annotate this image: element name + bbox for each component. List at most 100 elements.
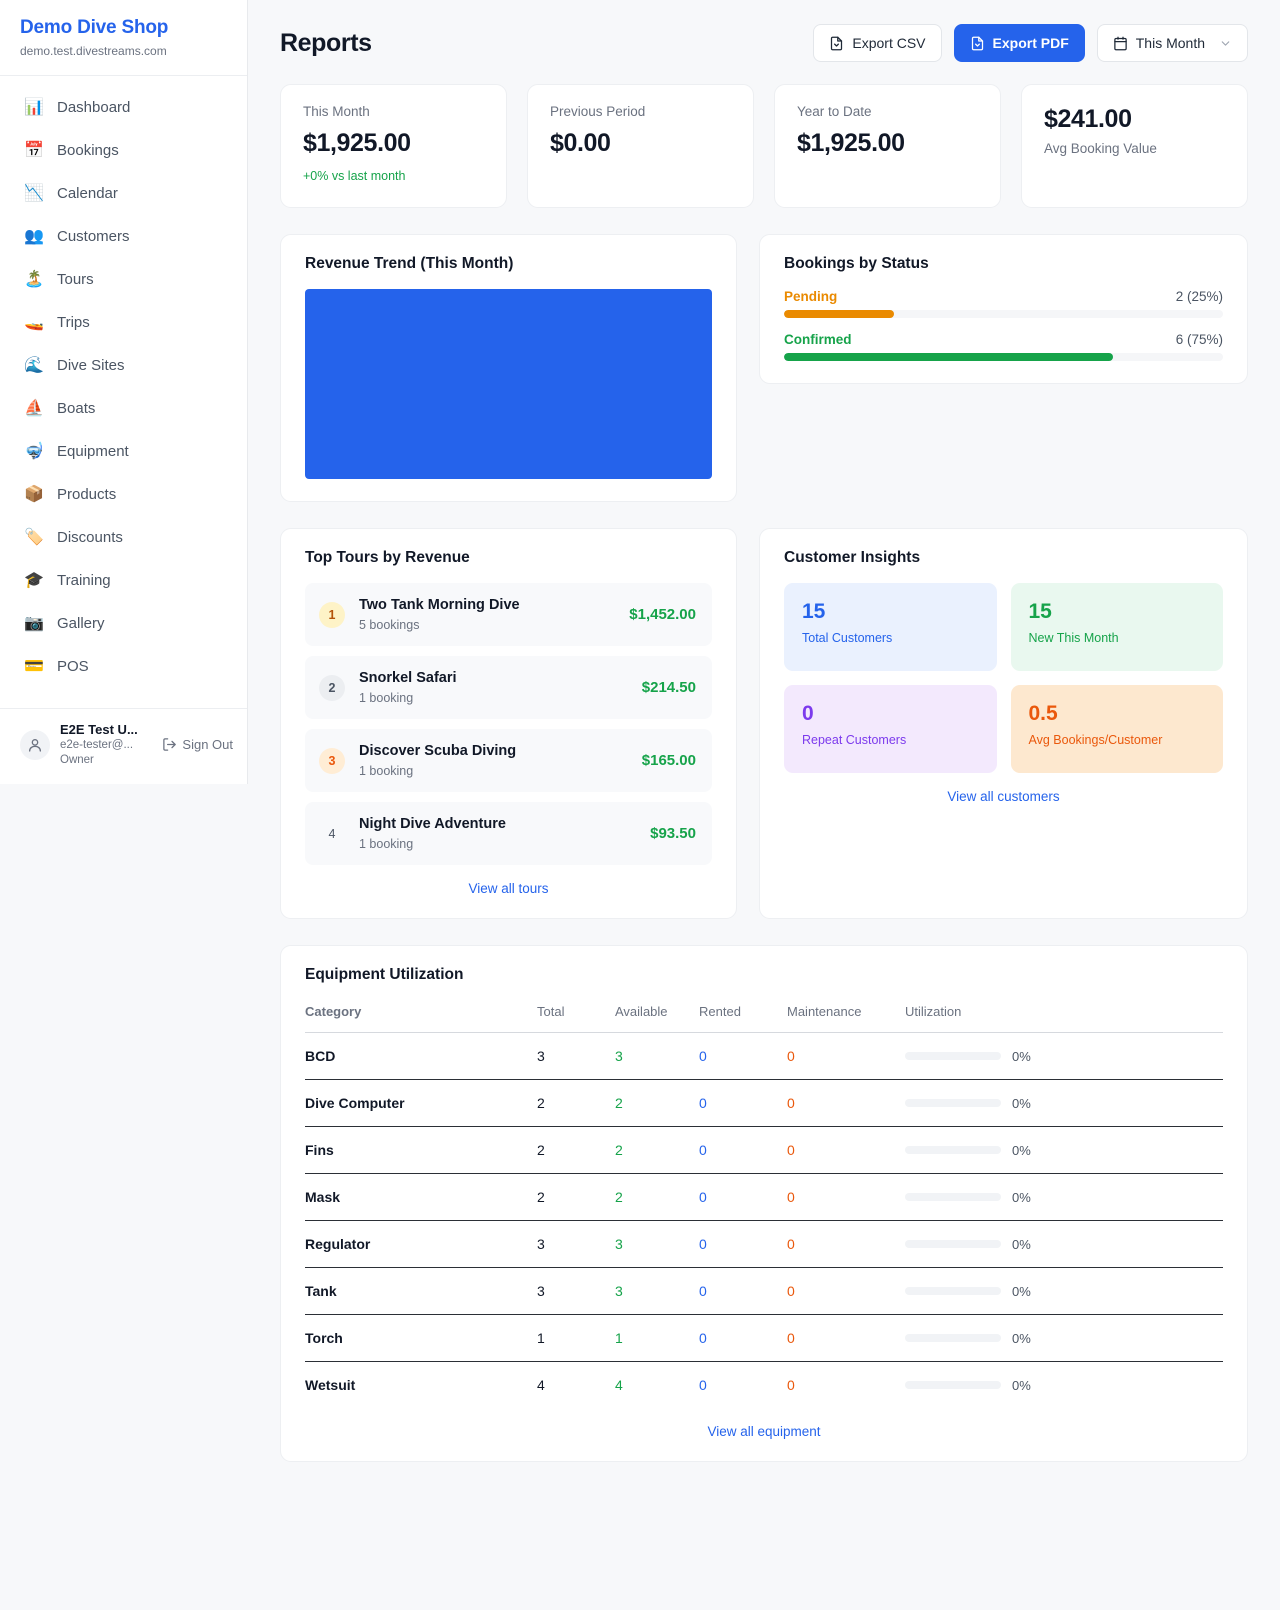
equipment-rented: 0 bbox=[699, 1032, 787, 1080]
sidebar-item-bookings[interactable]: 📅 Bookings bbox=[0, 129, 247, 172]
chevron-down-icon bbox=[1219, 37, 1232, 50]
utilization-track bbox=[905, 1240, 1001, 1248]
sidebar-item-products[interactable]: 📦 Products bbox=[0, 473, 247, 516]
charts-row: Revenue Trend (This Month) Bookings by S… bbox=[280, 234, 1248, 502]
customer-insights-title: Customer Insights bbox=[784, 549, 921, 566]
view-all-customers-link[interactable]: View all customers bbox=[947, 789, 1060, 804]
top-tours-title: Top Tours by Revenue bbox=[305, 549, 470, 566]
sidebar-item-label: Dive Sites bbox=[57, 357, 125, 374]
sidebar-item-equipment[interactable]: 🤿 Equipment bbox=[0, 430, 247, 473]
equipment-category: BCD bbox=[305, 1032, 537, 1080]
table-row: Regulator 3 3 0 0 0% bbox=[305, 1220, 1223, 1268]
main-content: Reports Export CSV E bbox=[248, 0, 1280, 1610]
table-row: Wetsuit 4 4 0 0 0% bbox=[305, 1362, 1223, 1409]
user-meta: E2E Test U... e2e-tester@... Owner bbox=[60, 721, 152, 768]
equipment-category: Wetsuit bbox=[305, 1377, 356, 1393]
sidebar: Demo Dive Shop demo.test.divestreams.com… bbox=[0, 0, 248, 784]
brand-block[interactable]: Demo Dive Shop demo.test.divestreams.com bbox=[0, 0, 247, 76]
equipment-rented: 0 bbox=[699, 1079, 787, 1127]
tour-row[interactable]: 3 Discover Scuba Diving 1 booking $165.00 bbox=[305, 729, 712, 792]
tour-row[interactable]: 1 Two Tank Morning Dive 5 bookings $1,452.0… bbox=[305, 583, 712, 646]
user-role: Owner bbox=[60, 754, 94, 766]
status-list: Pending 2 (25%) Confirmed 6 (75%) bbox=[784, 289, 1223, 361]
insight-value: 0.5 bbox=[1028, 702, 1058, 725]
status-name: Pending bbox=[784, 289, 838, 304]
avg-booking-value-card: $241.00 Avg Booking Value bbox=[1021, 84, 1248, 208]
equipment-rented: 0 bbox=[699, 1220, 787, 1268]
column-header: Total bbox=[537, 1000, 615, 1033]
calendar-icon: 📉 bbox=[24, 184, 44, 202]
sidebar-item-discounts[interactable]: 🏷️ Discounts bbox=[0, 516, 247, 559]
export-csv-label: Export CSV bbox=[852, 35, 926, 51]
customer-insights-panel: Customer Insights 15 Total Customers 15 New… bbox=[759, 528, 1248, 919]
equipment-total: 2 bbox=[537, 1126, 615, 1174]
sidebar-item-dashboard[interactable]: 📊 Dashboard bbox=[0, 86, 247, 129]
tour-row[interactable]: 4 Night Dive Adventure 1 booking $93.50 bbox=[305, 802, 712, 865]
column-header: Rented bbox=[699, 1000, 787, 1033]
utilization-track bbox=[905, 1334, 1001, 1342]
tag-icon: 🏷️ bbox=[24, 528, 44, 546]
calendar-icon bbox=[1113, 36, 1128, 51]
view-all-tours-link[interactable]: View all tours bbox=[468, 881, 549, 896]
sidebar-item-trips[interactable]: 🚤 Trips bbox=[0, 301, 247, 344]
kpi-label: Previous Period bbox=[550, 104, 646, 119]
tour-rank-badge: 1 bbox=[319, 601, 345, 628]
sidebar-item-pos[interactable]: 💳 POS bbox=[0, 645, 247, 688]
sidebar-item-boats[interactable]: ⛵ Boats bbox=[0, 387, 247, 430]
speedboat-icon: 🚤 bbox=[24, 313, 44, 331]
header-actions: Export CSV Export PDF bbox=[813, 24, 1248, 62]
top-tours-list: 1 Two Tank Morning Dive 5 bookings $1,452.0… bbox=[305, 583, 712, 865]
sidebar-item-tours[interactable]: 🏝️ Tours bbox=[0, 258, 247, 301]
status-count: 2 (25%) bbox=[1175, 289, 1223, 304]
equipment-rented: 0 bbox=[699, 1126, 787, 1174]
table-body: BCD 3 3 0 0 0% Dive Computer 2 2 0 0 0% Fins 2 2 0 0 0% Ma… bbox=[305, 1032, 1223, 1409]
export-csv-button[interactable]: Export CSV bbox=[813, 24, 942, 62]
status-progress-fill bbox=[784, 310, 894, 318]
equipment-maintenance: 0 bbox=[787, 1267, 905, 1315]
date-range-label: This Month bbox=[1135, 35, 1205, 51]
equipment-category: Fins bbox=[305, 1126, 537, 1174]
tour-row[interactable]: 2 Snorkel Safari 1 booking $214.50 bbox=[305, 656, 712, 719]
equipment-total: 2 bbox=[537, 1079, 615, 1127]
column-header: Available bbox=[615, 1000, 699, 1033]
sidebar-item-gallery[interactable]: 📷 Gallery bbox=[0, 602, 247, 645]
insight-value: 15 bbox=[802, 600, 826, 623]
sidebar-item-dive-sites[interactable]: 🌊 Dive Sites bbox=[0, 344, 247, 387]
status-count: 6 (75%) bbox=[1175, 332, 1223, 347]
top-tours-panel: Top Tours by Revenue 1 Two Tank Morning D… bbox=[280, 528, 737, 919]
utilization-percent: 0% bbox=[1012, 1048, 1031, 1064]
equipment-available: 2 bbox=[615, 1126, 699, 1174]
tour-name: Discover Scuba Diving bbox=[359, 743, 517, 759]
utilization-track bbox=[905, 1287, 1001, 1295]
tour-rank-badge: 4 bbox=[328, 826, 336, 841]
export-pdf-button[interactable]: Export PDF bbox=[953, 24, 1085, 62]
sidebar-item-customers[interactable]: 👥 Customers bbox=[0, 215, 247, 258]
equipment-available: 3 bbox=[615, 1220, 699, 1268]
equipment-utilization-title: Equipment Utilization bbox=[305, 966, 464, 983]
sidebar-item-training[interactable]: 🎓 Training bbox=[0, 559, 247, 602]
equipment-available: 4 bbox=[615, 1377, 623, 1393]
column-header: Category bbox=[305, 1000, 537, 1033]
revenue-trend-chart bbox=[305, 289, 712, 479]
equipment-rented: 0 bbox=[699, 1267, 787, 1315]
camera-icon: 📷 bbox=[24, 614, 44, 632]
sidebar-item-calendar[interactable]: 📉 Calendar bbox=[0, 172, 247, 215]
equipment-maintenance: 0 bbox=[787, 1032, 905, 1080]
insight-value: 15 bbox=[1028, 600, 1052, 623]
sign-out-button[interactable]: Sign Out bbox=[162, 737, 233, 752]
kpi-value: $1,925.00 bbox=[303, 129, 411, 157]
date-range-select[interactable]: This Month bbox=[1096, 24, 1248, 62]
sidebar-item-label: Dashboard bbox=[57, 99, 131, 116]
equipment-total: 3 bbox=[537, 1220, 615, 1268]
equipment-category: Mask bbox=[305, 1173, 537, 1221]
file-pdf-icon bbox=[970, 36, 985, 51]
view-all-equipment-link[interactable]: View all equipment bbox=[707, 1424, 821, 1439]
column-header: Maintenance bbox=[787, 1000, 905, 1033]
tour-revenue: $1,452.00 bbox=[629, 606, 696, 623]
bookings-by-status-title: Bookings by Status bbox=[784, 255, 929, 272]
kpi-label: Year to Date bbox=[797, 104, 872, 119]
utilization-track bbox=[905, 1193, 1001, 1201]
tour-bookings-count: 1 booking bbox=[359, 691, 414, 705]
sidebar-item-label: Tours bbox=[57, 271, 94, 288]
brand-domain: demo.test.divestreams.com bbox=[20, 44, 167, 58]
